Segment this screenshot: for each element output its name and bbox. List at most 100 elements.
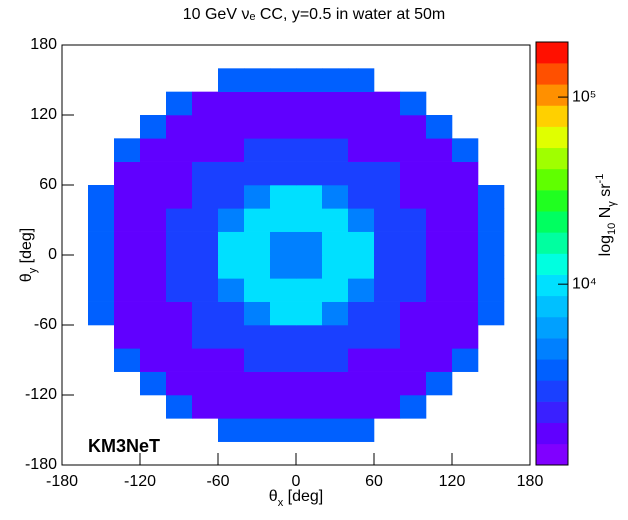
cell <box>374 138 401 162</box>
colorbar-step <box>536 211 568 233</box>
cell <box>244 325 271 349</box>
cell <box>166 138 193 162</box>
cell <box>426 231 453 256</box>
cell <box>452 325 479 349</box>
colorbar-step <box>536 380 568 402</box>
y-axis-label: θy [deg] <box>18 228 39 282</box>
cell <box>296 115 323 139</box>
cell <box>270 138 297 162</box>
cell <box>166 231 193 256</box>
colorbar-step <box>536 316 568 339</box>
cell <box>166 255 193 279</box>
cell <box>348 371 375 396</box>
cell <box>140 185 167 209</box>
y-tick-label: 0 <box>48 246 57 263</box>
colorbar-step <box>536 422 568 445</box>
cell <box>322 208 349 232</box>
cell <box>322 325 349 349</box>
cell <box>192 91 219 116</box>
cell <box>88 301 115 326</box>
colorbar-step <box>536 338 568 360</box>
cell <box>296 255 323 279</box>
colorbar-step <box>536 126 568 149</box>
cell <box>322 301 349 326</box>
cell <box>452 138 479 162</box>
cell <box>192 138 219 162</box>
z-axis-label-part: sr <box>597 183 614 201</box>
colorbar-step <box>536 168 568 191</box>
cell <box>218 138 245 162</box>
cell <box>114 185 141 209</box>
cell <box>270 185 297 209</box>
x-axis-label-part: x <box>278 497 284 509</box>
cell <box>244 371 271 396</box>
cell <box>374 255 401 279</box>
cell <box>244 161 271 186</box>
cell <box>322 185 349 209</box>
cell <box>166 301 193 326</box>
cell <box>270 325 297 349</box>
cell <box>400 348 427 372</box>
y-axis-label-part: θ <box>18 273 35 282</box>
cell <box>244 255 271 279</box>
cell <box>374 371 401 396</box>
cell <box>88 231 115 256</box>
cell <box>218 418 245 442</box>
cell <box>140 348 167 372</box>
z-axis-label-part: 10 <box>606 223 618 235</box>
cell <box>322 278 349 302</box>
colorbar-step <box>536 295 568 318</box>
cell <box>400 255 427 279</box>
cell <box>452 348 479 372</box>
cell <box>348 325 375 349</box>
cell <box>192 348 219 372</box>
cell <box>426 138 453 162</box>
cell <box>296 208 323 232</box>
cell <box>218 208 245 232</box>
cell <box>218 255 245 279</box>
cell <box>166 208 193 232</box>
cell <box>400 115 427 139</box>
colorbar-step <box>536 105 568 127</box>
cell <box>270 68 297 92</box>
cell <box>400 371 427 396</box>
cell <box>400 325 427 349</box>
cell <box>270 255 297 279</box>
cell <box>296 325 323 349</box>
cell <box>88 255 115 279</box>
cell <box>348 348 375 372</box>
cell <box>400 301 427 326</box>
cell <box>114 231 141 256</box>
cell <box>140 301 167 326</box>
cell <box>140 208 167 232</box>
x-axis-label-part: [deg] <box>283 488 323 505</box>
cell <box>426 255 453 279</box>
cell <box>114 348 141 372</box>
x-axis-label: θx [deg] <box>269 488 323 509</box>
cell <box>478 301 505 326</box>
cell <box>244 68 271 92</box>
cell <box>296 278 323 302</box>
z-axis-label-part: N <box>597 207 614 223</box>
colorbar-step <box>536 147 568 170</box>
cell <box>166 91 193 116</box>
cell <box>114 325 141 349</box>
cell <box>348 418 375 442</box>
annotation: KM3NeT <box>88 436 160 456</box>
cell <box>218 68 245 92</box>
cell <box>348 138 375 162</box>
cell <box>244 208 271 232</box>
cell <box>478 278 505 302</box>
cell <box>140 325 167 349</box>
cell <box>192 395 219 419</box>
cell <box>192 371 219 396</box>
cell <box>452 185 479 209</box>
cell <box>478 208 505 232</box>
cell <box>244 395 271 419</box>
cell <box>244 185 271 209</box>
cell <box>426 371 453 396</box>
colorbar-step <box>536 359 568 381</box>
cell <box>322 68 349 92</box>
y-tick-label: 120 <box>30 106 57 123</box>
cell <box>192 115 219 139</box>
